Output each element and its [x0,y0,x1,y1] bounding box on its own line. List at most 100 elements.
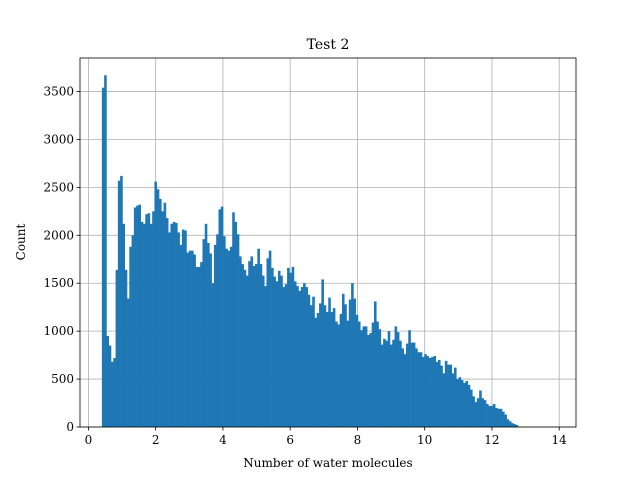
histogram-bar [181,229,185,427]
histogram-bar [303,283,306,427]
histogram-bar [184,230,187,427]
histogram-bar [104,75,107,427]
histogram-bar [454,367,457,427]
histogram-bar [431,357,434,427]
histogram-bar [161,211,164,427]
histogram-bar [371,322,375,427]
histogram-bar [191,250,194,427]
histogram-bar [175,222,178,427]
histogram-bar [508,421,512,427]
histogram-bar [280,275,283,427]
histogram-bar [275,281,279,427]
histogram-bar [339,313,343,427]
histogram-bar [106,335,110,427]
histogram-bar [252,265,256,427]
histogram-bar [227,250,231,427]
y-tick-label: 1000 [43,324,74,338]
histogram-bar [421,357,425,427]
histogram-bar [401,348,404,427]
y-tick-label: 3500 [43,85,74,99]
histogram-bar [314,317,318,427]
histogram-bar [127,298,130,427]
histogram-bar [225,248,228,427]
histogram-bar [470,389,473,427]
histogram-bar [147,213,151,427]
histogram-bar [394,326,398,427]
y-tick-label: 2000 [43,228,74,242]
histogram-bar [312,296,315,427]
histogram-bar [474,402,478,427]
histogram-bar [223,236,226,427]
histogram-bar [204,223,208,427]
histogram-bar [236,234,240,427]
histogram-bar [424,354,427,427]
histogram-bar [415,348,418,427]
histogram-bar [277,270,281,427]
histogram-bar [488,405,491,427]
histogram-bar [337,324,340,427]
histogram-bar [289,272,292,427]
histogram-bar [353,298,356,427]
histogram-bar [211,283,215,427]
histogram-bar [165,218,169,427]
histogram-bar [179,244,183,427]
histogram-bar [291,266,295,427]
histogram-bar [271,267,274,427]
histogram-bar [497,408,501,427]
histogram-bar [232,212,235,427]
x-tick-label: 2 [152,433,160,447]
histogram-bar [321,279,324,427]
histogram-bar [239,256,242,427]
histogram-bar [229,246,233,427]
histogram-bar [348,299,352,427]
histogram-bar [250,256,254,427]
x-tick-label: 10 [417,433,432,447]
histogram-bar [444,360,448,427]
histogram-bar [486,403,489,427]
chart-title: Test 2 [307,37,350,53]
histogram-bar [323,305,327,427]
histogram-bar [460,380,464,427]
histogram-bar [383,338,386,427]
histogram-bar [435,361,439,427]
histogram-bar [499,408,503,427]
histogram-bar [355,314,359,427]
histogram-bar [419,352,423,427]
histogram-bar [447,364,450,427]
histogram-bar [234,221,238,427]
histogram-bar [442,373,446,427]
histogram-bar [117,180,121,427]
histogram-bar [467,384,471,427]
histogram-bar [479,390,482,427]
histogram-bar [197,266,201,427]
histogram-bar [408,330,411,427]
histogram-bar [341,293,345,427]
histogram-bar [168,232,171,427]
x-tick-label: 8 [354,433,362,447]
histogram-bar [502,411,505,427]
histogram-bar [298,290,302,427]
histogram-bar [248,261,251,427]
histogram-bar [405,343,409,427]
histogram-bar [330,311,334,427]
histogram-bar [245,275,249,427]
histogram-bar [213,244,217,427]
histogram-bar [207,242,210,427]
y-tick-label: 3000 [43,132,74,146]
histogram-bar [145,214,148,427]
ticks: 0 2 4 6 8 10 12 14 0 500 1000 1500 2000 2500 3000 3500 [43,85,567,447]
x-tick-label: 6 [286,433,294,447]
histogram-bar [399,340,402,427]
histogram-bar [154,181,158,427]
x-axis-label: Number of water molecules [243,456,412,470]
histogram-bar [309,305,313,427]
histogram-bar [243,269,247,427]
histogram-bar [163,202,167,427]
histogram-bar [136,205,139,427]
histogram-bar [131,235,135,427]
histogram-bar [403,354,407,427]
histogram-bar [186,252,190,427]
histogram-bar [360,330,363,427]
histogram-bar [362,326,366,427]
histogram-bar [332,308,336,427]
